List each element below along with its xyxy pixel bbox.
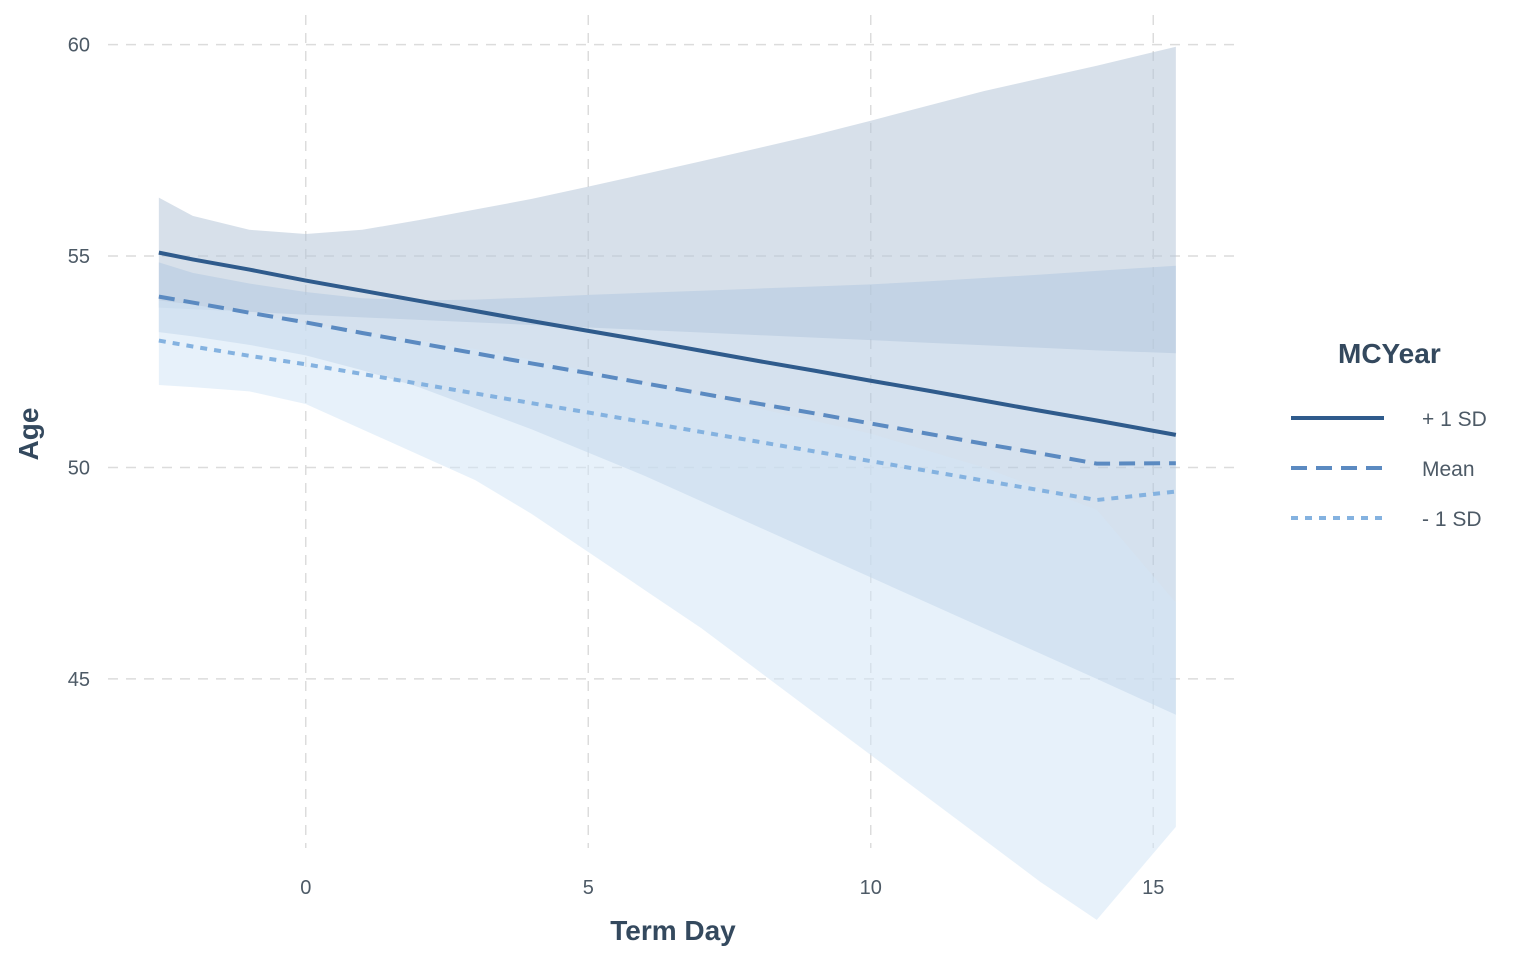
legend-label: - 1 SD bbox=[1422, 508, 1482, 531]
series-line bbox=[158, 338, 1177, 503]
y-tick-label: 60 bbox=[68, 35, 90, 57]
x-axis-title: Term Day bbox=[610, 915, 736, 946]
legend-title: MCYear bbox=[1338, 338, 1441, 369]
x-tick-label: 10 bbox=[860, 877, 882, 899]
y-tick-labels: 45 50 55 60 bbox=[68, 35, 90, 691]
confidence-bands bbox=[158, 46, 1176, 920]
series-lines bbox=[158, 250, 1177, 503]
series-line bbox=[158, 250, 1177, 437]
x-tick-label: 5 bbox=[583, 877, 594, 899]
x-tick-label: 15 bbox=[1142, 877, 1164, 899]
ci-band bbox=[158, 46, 1176, 354]
y-tick-label: 55 bbox=[68, 246, 90, 268]
series-line bbox=[158, 294, 1176, 466]
legend-label: Mean bbox=[1422, 458, 1475, 481]
x-tick-label: 0 bbox=[300, 877, 311, 899]
legend-label: + 1 SD bbox=[1422, 408, 1487, 431]
legend-items: + 1 SD Mean - 1 SD bbox=[1291, 408, 1487, 531]
y-tick-label: 50 bbox=[68, 457, 90, 479]
y-axis-title: Age bbox=[13, 408, 44, 461]
legend: MCYear + 1 SD Mean - 1 SD bbox=[1291, 338, 1487, 531]
ci-band bbox=[158, 300, 1176, 920]
y-tick-label: 45 bbox=[68, 669, 90, 691]
x-tick-labels: 0 5 10 15 bbox=[300, 877, 1164, 899]
